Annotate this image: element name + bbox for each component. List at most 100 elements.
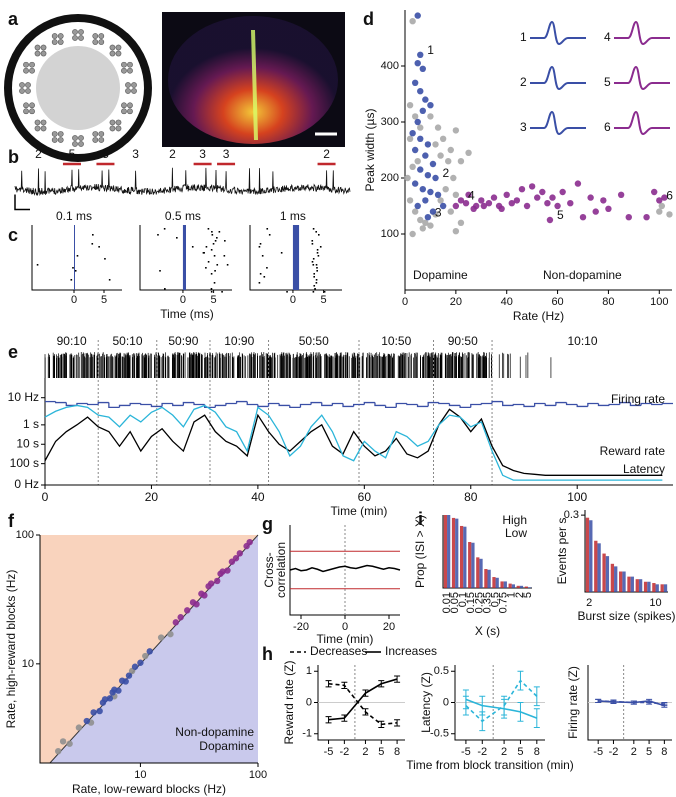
y-tick-label: 10	[22, 658, 34, 670]
point	[567, 200, 574, 207]
bar	[663, 584, 668, 592]
point	[442, 186, 449, 193]
bar	[643, 581, 648, 592]
point	[219, 568, 226, 575]
point	[452, 191, 460, 198]
point	[146, 648, 153, 655]
series-line	[44, 404, 663, 481]
spike-dot	[164, 288, 166, 290]
point	[559, 188, 566, 196]
tetrode	[19, 82, 25, 88]
block-label: 90:10	[57, 334, 87, 348]
tetrode	[92, 33, 99, 39]
voltage-trace	[14, 167, 351, 197]
legend-label: Decreases	[310, 644, 367, 658]
point	[236, 550, 243, 557]
spike-dot	[313, 273, 316, 275]
y-axis-label: Rate, high-reward blocks (Hz)	[4, 570, 18, 729]
firing-rate-step	[416, 404, 429, 408]
point	[411, 180, 419, 187]
error-bar	[595, 698, 602, 703]
inset-label: 2	[520, 75, 527, 89]
x-tick-label: -2	[477, 746, 487, 758]
x-tick-label: 2	[586, 597, 592, 609]
spike-dot	[212, 243, 215, 245]
y-axis-label: Peak width (µs)	[363, 109, 377, 192]
spike-dot	[207, 228, 210, 230]
spike-dot	[259, 273, 262, 275]
point	[480, 202, 488, 210]
x-tick-label: 8	[534, 746, 540, 758]
point	[434, 124, 442, 131]
y-axis-label: Latency (Z)	[419, 672, 433, 733]
point	[656, 208, 663, 215]
bar	[614, 566, 618, 592]
spike-dot	[261, 255, 264, 257]
firing-rate-step	[502, 401, 514, 407]
point	[417, 51, 424, 58]
spike-dot	[319, 246, 322, 248]
x-tick-label: 5	[522, 592, 534, 598]
spike-dot	[259, 243, 262, 245]
y-tick-label: 10 Hz	[8, 390, 39, 404]
x-tick-label: 100	[249, 769, 267, 781]
spike-dot	[216, 264, 219, 266]
point	[605, 205, 612, 212]
firing-rate-step	[619, 401, 631, 405]
x-tick-label: 10	[649, 597, 661, 609]
point	[411, 208, 419, 215]
error-bar	[533, 686, 540, 707]
point	[66, 740, 73, 747]
point	[437, 152, 444, 159]
tetrode	[34, 119, 41, 126]
point	[419, 186, 426, 193]
block-label: 50:50	[299, 334, 329, 348]
point	[427, 113, 434, 120]
point	[214, 577, 221, 585]
light-pulse	[74, 225, 75, 290]
error-bar	[378, 720, 385, 728]
tetrode	[92, 131, 99, 137]
panel-letter: g	[262, 514, 273, 534]
y-tick-label: 200	[381, 172, 399, 184]
x-tick-label: -5	[461, 746, 471, 758]
firing-rate-step	[65, 402, 77, 407]
y-axis-label: Prop (ISI > X)	[413, 515, 427, 588]
point	[457, 219, 465, 226]
firing-rate-step	[140, 403, 152, 406]
firing-rate-step	[363, 401, 375, 405]
point	[106, 695, 114, 702]
spike-dot	[210, 291, 213, 293]
x-tick-label: -5	[593, 746, 603, 758]
y-tick-label: -1	[302, 728, 312, 740]
firing-rate-step	[342, 403, 354, 408]
x-tick-label: 0.15	[465, 592, 477, 613]
tetrode	[29, 102, 35, 109]
y-axis-label: correlation	[274, 542, 288, 598]
tetrode	[51, 137, 58, 143]
legend-label: Reward rate	[600, 444, 666, 458]
firing-rate-step	[533, 402, 546, 407]
point	[131, 663, 139, 670]
bar	[660, 584, 664, 592]
tetrode	[127, 61, 133, 68]
point	[534, 194, 541, 201]
bar	[585, 517, 590, 592]
spike-dot	[207, 261, 210, 263]
point	[409, 230, 416, 238]
point	[406, 135, 414, 142]
error-bar	[362, 708, 369, 716]
y-tick-label: 100	[381, 228, 399, 240]
point	[518, 186, 526, 193]
tetrode	[23, 61, 29, 68]
legend-label: Firing rate	[611, 392, 665, 406]
firing-rate-step	[310, 401, 322, 405]
tetrode	[72, 141, 78, 147]
tetrode	[23, 67, 29, 74]
tetrode	[57, 137, 64, 143]
y-axis-label: Firing rate (Z)	[566, 666, 580, 739]
spike-dot	[286, 291, 288, 293]
point	[429, 160, 437, 168]
x-tick-label: 40	[501, 296, 513, 308]
bar	[602, 553, 606, 592]
